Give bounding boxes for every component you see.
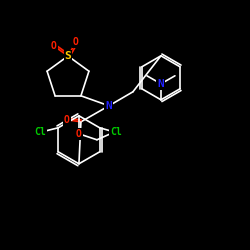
Text: O: O — [64, 115, 70, 125]
Text: N: N — [158, 79, 164, 89]
Text: Cl: Cl — [34, 127, 46, 137]
Text: S: S — [64, 51, 71, 61]
Text: O: O — [76, 129, 82, 139]
Text: N: N — [106, 101, 112, 111]
Text: O: O — [73, 37, 79, 47]
Text: O: O — [51, 41, 57, 51]
Text: Cl: Cl — [110, 127, 122, 137]
